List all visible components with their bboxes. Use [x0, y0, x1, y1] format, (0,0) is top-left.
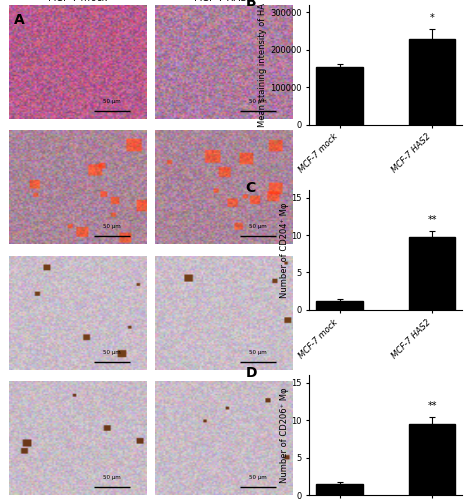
Y-axis label: Number of CD206⁺ Mφ: Number of CD206⁺ Mφ: [280, 388, 289, 483]
Text: A: A: [14, 12, 25, 26]
Title: MCF-7 $\mathit{HAS2}$: MCF-7 $\mathit{HAS2}$: [193, 0, 254, 3]
Text: *: *: [430, 14, 435, 24]
Bar: [409, 424, 455, 495]
Text: 50 μm: 50 μm: [103, 99, 121, 104]
Bar: [317, 484, 363, 495]
Text: D: D: [245, 366, 257, 380]
Text: 50 μm: 50 μm: [103, 475, 121, 480]
Text: 50 μm: 50 μm: [249, 350, 267, 355]
Title: MCF-7 $\mathit{mock}$: MCF-7 $\mathit{mock}$: [47, 0, 109, 3]
Bar: [317, 301, 363, 310]
Text: 50 μm: 50 μm: [249, 224, 267, 230]
Text: C: C: [245, 180, 255, 194]
Y-axis label: Mean staining intensity of HA: Mean staining intensity of HA: [258, 3, 268, 127]
Text: **: **: [427, 214, 437, 224]
Text: 50 μm: 50 μm: [103, 350, 121, 355]
Text: 50 μm: 50 μm: [249, 475, 267, 480]
Text: B: B: [245, 0, 256, 10]
Text: 50 μm: 50 μm: [103, 224, 121, 230]
Text: 50 μm: 50 μm: [249, 99, 267, 104]
Y-axis label: Number of CD204⁺ Mφ: Number of CD204⁺ Mφ: [280, 202, 289, 298]
Text: **: **: [427, 400, 437, 410]
Bar: [409, 236, 455, 310]
Bar: [317, 66, 363, 124]
Bar: [409, 38, 455, 124]
